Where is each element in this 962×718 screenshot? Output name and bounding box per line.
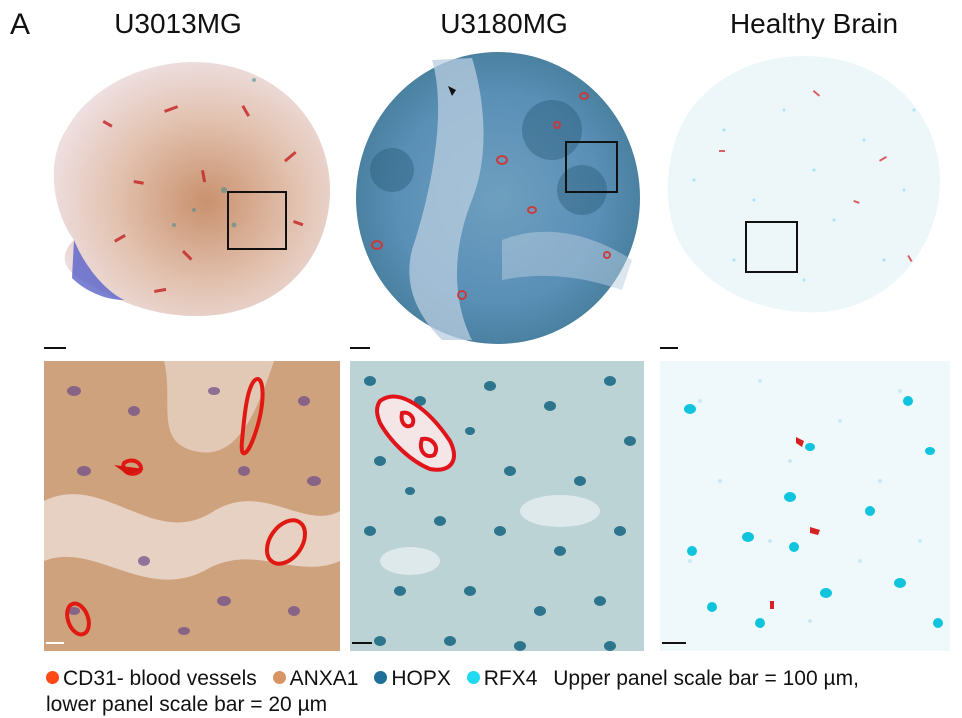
inset-image-healthy-brain xyxy=(660,361,950,651)
tissue-core-healthy-brain xyxy=(664,50,946,320)
tissue-core-u3013mg xyxy=(44,50,334,320)
legend-dot-hopx xyxy=(374,671,388,684)
legend-item-hopx: HOPX xyxy=(374,667,456,690)
panel-letter: A xyxy=(10,8,31,41)
legend-note-line1: Upper panel scale bar = 100 µm, xyxy=(553,667,859,690)
inset-image-u3180mg xyxy=(350,361,644,651)
legend-label-rfx4: RFX4 xyxy=(483,667,538,690)
legend-dot-anxa1 xyxy=(272,671,286,684)
column-title-u3013mg: U3013MG xyxy=(114,8,242,39)
scale-bar-lower-u3013mg xyxy=(46,642,64,644)
inset-box-healthy-brain xyxy=(745,221,798,273)
column-title-u3180mg: U3180MG xyxy=(440,8,568,39)
scale-bar-lower-u3180mg xyxy=(352,642,372,644)
scale-bar-upper-u3013mg xyxy=(44,347,66,349)
legend-item-rfx4: RFX4 xyxy=(466,667,544,690)
legend-label-anxa1: ANXA1 xyxy=(289,667,359,690)
inset-box-u3180mg xyxy=(565,141,618,193)
inset-box-u3013mg xyxy=(227,191,287,250)
legend-item-cd31: CD31- blood vessels xyxy=(46,667,263,690)
scale-bar-upper-u3180mg xyxy=(350,347,370,349)
legend-label-cd31: CD31- blood vessels xyxy=(63,667,257,690)
legend-note-line2: lower panel scale bar = 20 µm xyxy=(46,693,328,716)
inset-image-u3013mg xyxy=(44,361,340,651)
scale-bar-lower-healthy-brain xyxy=(662,642,686,644)
figure-legend: CD31- blood vessels ANXA1 HOPX RFX4 Uppe… xyxy=(46,666,946,718)
column-title-healthy-brain: Healthy Brain xyxy=(729,8,899,39)
legend-dot-rfx4 xyxy=(466,671,480,684)
tissue-core-u3180mg xyxy=(352,50,644,350)
legend-item-anxa1: ANXA1 xyxy=(272,667,365,690)
legend-label-hopx: HOPX xyxy=(391,667,451,690)
scale-bar-upper-healthy-brain xyxy=(660,347,678,349)
legend-dot-cd31 xyxy=(46,671,59,684)
